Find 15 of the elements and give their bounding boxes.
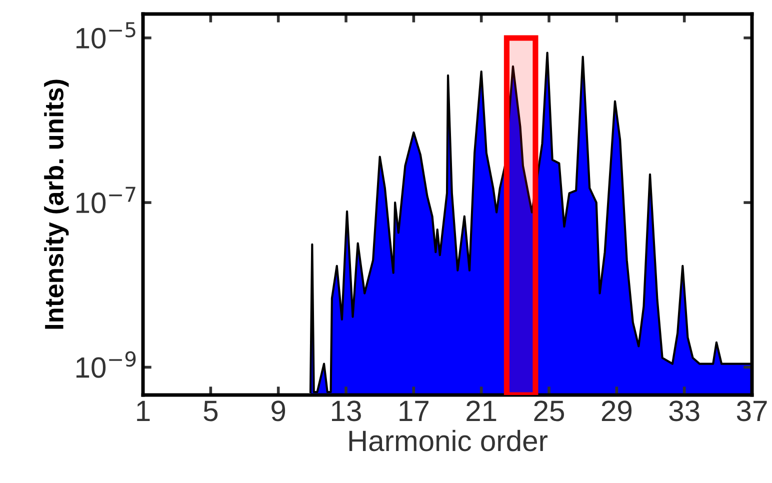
x-tick-label: 17 bbox=[400, 400, 428, 421]
x-tick-label: 37 bbox=[736, 400, 767, 422]
x-tick-label: 13 bbox=[332, 400, 361, 422]
x-tick-label: 33 bbox=[669, 400, 700, 422]
y-tick-label: 10$^{−9}$ bbox=[76, 351, 136, 378]
x-tick-label: 1 bbox=[137, 400, 150, 421]
x-tick-label: 9 bbox=[272, 400, 286, 422]
x-tick-label: 29 bbox=[602, 400, 632, 422]
x-axis-title: Harmonic order bbox=[349, 430, 548, 452]
y-tick-label: 10$^{−5}$ bbox=[76, 22, 136, 49]
y-axis-title: Intensity (arb. units) bbox=[44, 80, 69, 329]
x-tick-label: 5 bbox=[204, 400, 218, 422]
x-tick-label: 25 bbox=[534, 400, 564, 422]
y-tick-label: 10$^{−7}$ bbox=[76, 186, 136, 214]
x-tick-label: 21 bbox=[466, 400, 496, 421]
